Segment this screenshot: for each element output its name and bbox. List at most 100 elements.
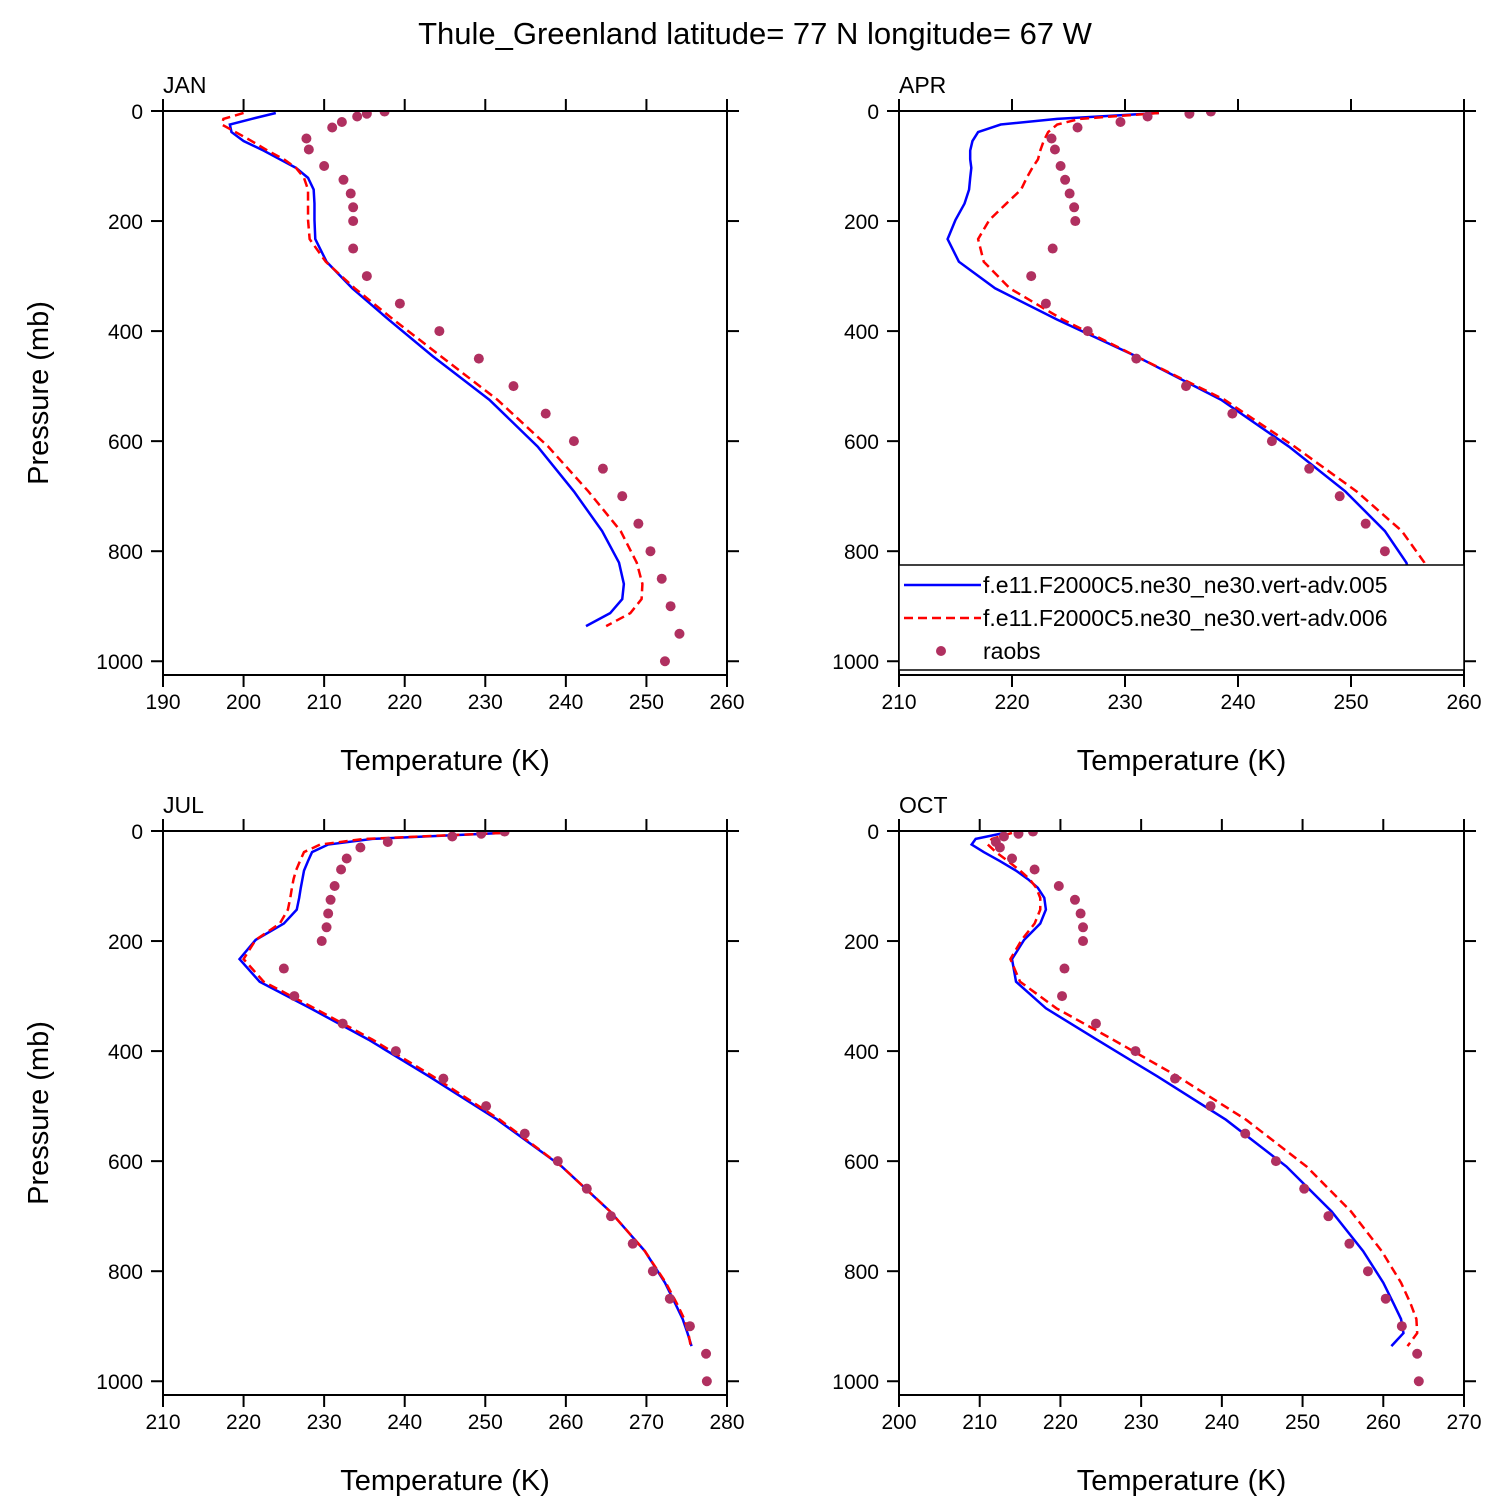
obs-marker <box>597 463 608 474</box>
obs-marker <box>473 353 484 364</box>
obs-marker <box>1026 271 1037 282</box>
obs-marker <box>508 381 519 392</box>
obs-marker <box>1049 144 1060 155</box>
y-tick-label: 0 <box>131 101 143 124</box>
obs-marker <box>1379 546 1390 557</box>
obs-marker <box>348 202 359 213</box>
obs-marker <box>994 842 1005 853</box>
obs-marker <box>499 831 510 837</box>
plot-frame <box>162 110 728 676</box>
obs-marker <box>1060 174 1071 185</box>
y-tick-label: 0 <box>131 821 143 844</box>
obs-marker <box>301 133 312 144</box>
y-tick-label: 600 <box>844 1151 879 1174</box>
obs-marker <box>382 837 393 848</box>
obs-marker <box>627 1238 638 1249</box>
panel: JUL 210 220 230 240 250 260 270 280 0 200 400 600 800… <box>23 792 745 1497</box>
obs-marker <box>361 271 372 282</box>
obs-marker <box>1360 518 1371 529</box>
obs-marker <box>1266 436 1277 447</box>
x-tick-label: 230 <box>468 691 503 714</box>
obs-marker <box>664 1293 675 1304</box>
x-axis-label: Temperature (K) <box>340 745 550 777</box>
obs-marker <box>289 991 300 1002</box>
obs-marker <box>1227 408 1238 419</box>
y-tick-label: 1000 <box>96 1371 143 1394</box>
obs-marker <box>1170 1073 1181 1084</box>
plot-frame <box>898 830 1465 1396</box>
plot-area <box>220 111 685 667</box>
x-tick-label: 230 <box>1124 1411 1159 1434</box>
figure-title: Thule_Greenland latitude= 77 N longitude… <box>418 16 1093 51</box>
obs-marker <box>1334 491 1345 502</box>
obs-marker <box>1205 1101 1216 1112</box>
y-tick-label: 800 <box>108 1261 143 1284</box>
obs-marker <box>1078 936 1089 947</box>
obs-marker <box>1013 831 1024 839</box>
obs-marker <box>1070 216 1081 227</box>
obs-marker <box>1075 908 1086 919</box>
obs-marker <box>447 831 458 842</box>
obs-marker <box>659 656 670 667</box>
x-tick-label: 260 <box>1366 1411 1401 1434</box>
y-tick-label: 1000 <box>832 1371 879 1394</box>
obs-marker <box>581 1183 592 1194</box>
x-axis-label: Temperature (K) <box>340 1465 550 1497</box>
x-tick-label: 260 <box>548 1411 583 1434</box>
obs-marker <box>1205 111 1216 117</box>
obs-marker <box>1046 133 1057 144</box>
obs-marker <box>645 546 656 557</box>
plot-area <box>969 831 1424 1387</box>
plot-frame <box>162 830 728 1396</box>
y-tick-label: 0 <box>867 101 879 124</box>
x-tick-label: 230 <box>1107 691 1142 714</box>
y-tick-label: 600 <box>108 431 143 454</box>
obs-marker <box>1027 831 1038 837</box>
obs-marker <box>1131 353 1142 364</box>
x-tick-label: 260 <box>709 691 744 714</box>
obs-marker <box>1029 864 1040 875</box>
x-tick-label: 250 <box>468 1411 503 1434</box>
obs-marker <box>1240 1128 1251 1139</box>
x-tick-label: 270 <box>1446 1411 1481 1434</box>
legend-box <box>898 564 1465 671</box>
obs-marker <box>336 864 347 875</box>
obs-marker <box>656 573 667 584</box>
obs-marker <box>684 1321 695 1332</box>
legend-label: f.e11.F2000C5.ne30_ne30.vert-adv.006 <box>983 605 1388 631</box>
obs-marker <box>1069 202 1080 213</box>
obs-marker <box>1299 1183 1310 1194</box>
x-tick-label: 270 <box>629 1411 664 1434</box>
obs-marker <box>1053 881 1064 892</box>
obs-marker <box>617 491 628 502</box>
y-tick-label: 200 <box>108 931 143 954</box>
obs-marker <box>1055 161 1066 172</box>
x-tick-label: 250 <box>1333 691 1368 714</box>
profile-line <box>220 111 644 628</box>
obs-marker <box>481 1101 492 1112</box>
obs-marker <box>1007 853 1017 864</box>
y-tick-label: 800 <box>108 541 143 564</box>
legend: f.e11.F2000C5.ne30_ne30.vert-adv.005 f.e1… <box>898 564 1465 671</box>
plot-frame <box>898 110 1465 676</box>
obs-marker <box>355 842 366 853</box>
panel: JAN 190 200 210 220 230 240 250 260 0 200 400 600 800… <box>23 72 745 777</box>
obs-marker <box>1059 963 1070 974</box>
x-tick-label: 210 <box>145 1411 180 1434</box>
x-tick-label: 260 <box>1446 691 1481 714</box>
obs-marker <box>379 111 390 117</box>
obs-marker <box>390 1046 401 1057</box>
x-tick-label: 210 <box>307 691 342 714</box>
profile-line <box>976 111 1435 628</box>
obs-marker <box>303 144 314 155</box>
obs-marker <box>329 881 340 892</box>
obs-marker <box>1047 243 1058 254</box>
obs-marker <box>1082 326 1093 337</box>
y-tick-label: 400 <box>844 1041 879 1064</box>
obs-marker <box>476 831 487 839</box>
legend-label: raobs <box>983 638 1041 664</box>
obs-marker <box>1362 1266 1373 1277</box>
obs-marker <box>701 1348 712 1359</box>
